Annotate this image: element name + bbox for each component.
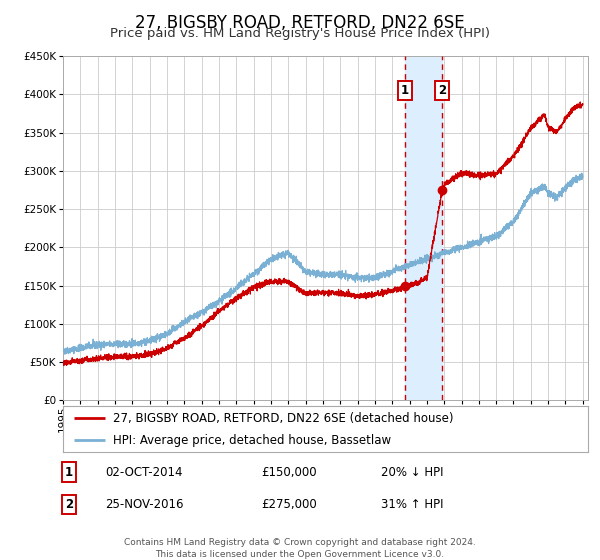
Text: This data is licensed under the Open Government Licence v3.0.: This data is licensed under the Open Gov… [155, 550, 445, 559]
Text: 20% ↓ HPI: 20% ↓ HPI [381, 465, 443, 479]
Text: HPI: Average price, detached house, Bassetlaw: HPI: Average price, detached house, Bass… [113, 434, 391, 447]
Text: Price paid vs. HM Land Registry's House Price Index (HPI): Price paid vs. HM Land Registry's House … [110, 27, 490, 40]
Text: Contains HM Land Registry data © Crown copyright and database right 2024.: Contains HM Land Registry data © Crown c… [124, 538, 476, 547]
Text: 27, BIGSBY ROAD, RETFORD, DN22 6SE (detached house): 27, BIGSBY ROAD, RETFORD, DN22 6SE (deta… [113, 412, 454, 425]
Bar [405, 56, 442, 400]
Text: 02-OCT-2014: 02-OCT-2014 [105, 465, 182, 479]
Text: 2: 2 [439, 84, 446, 97]
Text: £150,000: £150,000 [261, 465, 317, 479]
Text: 31% ↑ HPI: 31% ↑ HPI [381, 498, 443, 511]
Text: 27, BIGSBY ROAD, RETFORD, DN22 6SE: 27, BIGSBY ROAD, RETFORD, DN22 6SE [135, 14, 465, 32]
Text: 1: 1 [401, 84, 409, 97]
Text: £275,000: £275,000 [261, 498, 317, 511]
Text: 2: 2 [65, 498, 73, 511]
Text: 25-NOV-2016: 25-NOV-2016 [105, 498, 184, 511]
Text: 1: 1 [65, 465, 73, 479]
